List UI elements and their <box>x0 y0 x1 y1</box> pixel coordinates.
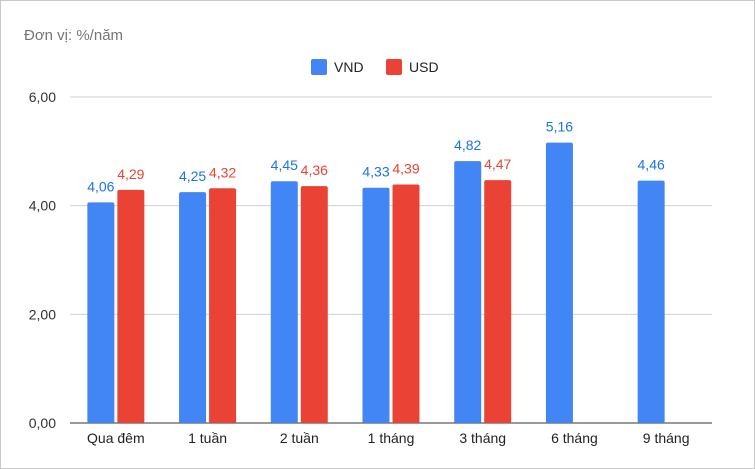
data-labels: 4,064,29 4,25 4,32 4,45 4,36 4,33 4,39 4,824,47… <box>87 119 665 195</box>
bar-usd <box>117 189 145 423</box>
x-tick-label: 9 tháng <box>643 430 690 446</box>
data-label-vnd: 4,25 <box>179 168 206 184</box>
y-tick-label: 6,00 <box>29 89 56 105</box>
data-label-vnd: 4,45 <box>271 157 298 173</box>
data-label-vnd: 4,46 <box>638 157 665 173</box>
x-tick-label: 6 tháng <box>551 430 598 446</box>
legend-label-vnd: VND <box>334 59 364 75</box>
bar-usd <box>392 184 420 423</box>
data-label-usd: 4,47 <box>484 156 511 172</box>
bar-vnd <box>270 181 298 423</box>
x-tick-label: Qua đêm <box>87 430 145 446</box>
x-tick-label: 1 tuần <box>188 430 227 446</box>
x-tick-label: 2 tuần <box>280 430 319 446</box>
legend-label-usd: USD <box>409 59 439 75</box>
y-tick-label: 2,00 <box>29 306 56 322</box>
bar-vnd <box>362 187 390 423</box>
x-tick-label: 3 tháng <box>459 430 506 446</box>
bar-usd <box>484 180 512 423</box>
legend: VND USD <box>311 59 439 75</box>
bar-vnd <box>454 161 482 423</box>
chart-subtitle: Đơn vị: %/năm <box>24 27 123 44</box>
legend-swatch-usd <box>386 59 402 75</box>
data-label-usd: 4,29 <box>117 166 144 182</box>
data-label-vnd: 4,82 <box>454 137 481 153</box>
x-tick-label: 1 tháng <box>368 430 415 446</box>
bar-vnd <box>179 192 207 423</box>
gridlines <box>70 96 712 424</box>
data-label-usd: 4,32 <box>209 164 236 180</box>
bar-usd <box>300 186 328 423</box>
bar-vnd <box>637 180 665 423</box>
y-axis-tick-labels: 0,00 2,00 4,00 6,00 <box>29 89 56 431</box>
bar-usd <box>209 188 237 423</box>
data-label-usd: 4,39 <box>392 160 419 176</box>
data-label-vnd: 5,16 <box>546 119 573 135</box>
data-label-usd: 4,36 <box>301 162 328 178</box>
y-tick-label: 4,00 <box>29 198 56 214</box>
bars <box>87 142 665 423</box>
y-tick-label: 0,00 <box>29 415 56 431</box>
bar-vnd <box>87 202 115 423</box>
data-label-vnd: 4,06 <box>87 178 114 194</box>
legend-swatch-vnd <box>311 59 327 75</box>
bar-vnd <box>545 142 573 423</box>
x-axis-tick-labels: Qua đêm 1 tuần 2 tuần 1 tháng 3 tháng 6 tháng… <box>87 430 689 446</box>
data-label-vnd: 4,33 <box>362 164 389 180</box>
